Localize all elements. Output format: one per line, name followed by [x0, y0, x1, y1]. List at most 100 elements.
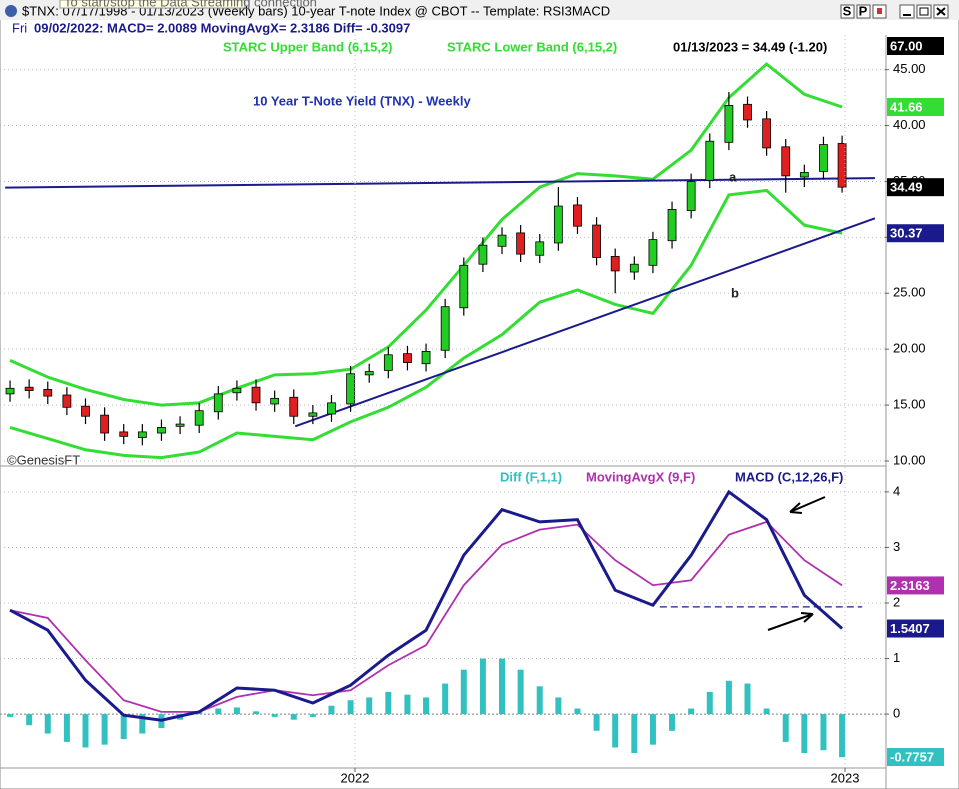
candle-body	[819, 144, 828, 172]
y-tick-label: 45.00	[893, 61, 926, 76]
candle-body	[81, 405, 90, 417]
candle-body	[459, 264, 469, 309]
histogram-bar	[593, 714, 600, 731]
candle-body	[705, 140, 715, 181]
candle-body	[24, 386, 34, 391]
histogram-bar	[706, 691, 713, 715]
y-tick-label: 20.00	[893, 341, 926, 356]
legend-lower-band: STARC Lower Band (6,15,2)	[447, 39, 617, 54]
histogram-bar	[612, 714, 619, 748]
histogram-bar	[631, 714, 638, 753]
histogram-bar	[7, 714, 14, 717]
pin-icon	[877, 8, 882, 14]
candle-body	[440, 306, 450, 351]
candle-body	[516, 232, 526, 255]
status-day: Fri	[12, 20, 27, 35]
histogram-bar	[499, 658, 506, 715]
plot-layer: 10.0015.0020.0025.0030.0035.0040.0045.00…	[0, 35, 926, 785]
histogram-bar	[82, 714, 89, 748]
price-label: 2.3163	[890, 578, 930, 593]
histogram-bar	[26, 714, 33, 726]
legend-diff: Diff (F,1,1)	[500, 469, 562, 484]
histogram-bar	[574, 708, 581, 715]
y-tick-label: 10.00	[893, 452, 926, 467]
histogram-bar	[649, 714, 656, 745]
histogram-bar	[139, 714, 146, 734]
candle-body	[251, 386, 261, 404]
price-label-box	[887, 37, 944, 55]
price-label-box	[887, 748, 944, 766]
histogram-bar	[44, 714, 51, 734]
candle-body	[119, 431, 129, 437]
tooltip	[59, 0, 246, 9]
y-tick-label: 40.00	[893, 117, 926, 132]
close-icon	[936, 7, 946, 16]
histogram-bar	[442, 683, 449, 715]
candle-body	[837, 143, 847, 188]
button-s[interactable]	[840, 4, 855, 19]
candle-body	[213, 393, 223, 413]
candle-body	[62, 394, 72, 408]
histogram-bar	[215, 708, 222, 715]
price-label-box	[887, 98, 944, 117]
legend-signal: MovingAvgX (9,F)	[586, 469, 695, 484]
arrow-top	[789, 496, 826, 514]
candle-body	[478, 244, 488, 265]
series-line	[9, 62, 843, 407]
candle-body	[364, 371, 374, 376]
chart-title: 10 Year T-Note Yield (TNX) - Weekly	[253, 93, 471, 108]
candle-body	[100, 414, 110, 434]
histogram-bar	[347, 700, 354, 715]
price-label: 67.00	[890, 38, 923, 53]
candle-body	[610, 255, 620, 272]
y-tick-label: 3	[893, 539, 900, 554]
y-tick-label: 4	[893, 483, 900, 498]
price-label-box	[887, 619, 944, 638]
histogram-bar	[669, 714, 676, 731]
histogram-bar	[555, 697, 562, 715]
price-label-box	[887, 576, 944, 595]
app-icon	[5, 5, 17, 17]
candle-body	[535, 241, 545, 256]
histogram-bar	[801, 714, 808, 753]
price-label: 41.66	[890, 99, 923, 114]
candle-body	[667, 209, 677, 242]
series-line	[9, 188, 843, 460]
histogram-bar	[101, 714, 108, 745]
button-s-label: S	[843, 3, 852, 18]
candle-body	[497, 234, 507, 247]
annotation-b: b	[731, 285, 739, 300]
source: ©GenesisFT	[7, 452, 80, 467]
button-p-label: P	[859, 3, 868, 18]
maximize-button[interactable]	[916, 4, 932, 19]
price-label-box	[887, 224, 944, 243]
candle-body	[724, 105, 734, 143]
button-p[interactable]	[856, 4, 871, 19]
candle-body	[383, 354, 393, 371]
candle-body	[421, 351, 431, 365]
series-line	[9, 489, 844, 722]
histogram-bar	[517, 669, 524, 715]
histogram-bar	[536, 686, 543, 715]
candle-body	[781, 146, 791, 177]
candle-body	[629, 263, 639, 273]
histogram-bar	[763, 708, 770, 715]
candle-body	[573, 204, 582, 227]
candle-body	[232, 387, 242, 394]
price-label: 30.37	[890, 226, 923, 241]
candle-body	[157, 427, 166, 434]
trend-line	[294, 217, 876, 428]
histogram-bar	[63, 714, 70, 742]
candle-body	[289, 396, 299, 417]
histogram-bar	[309, 714, 316, 717]
histogram-bar	[820, 714, 827, 751]
histogram-bar	[328, 705, 335, 715]
histogram-bar	[233, 707, 240, 715]
histogram-bar	[725, 680, 732, 715]
price-label: 1.5407	[890, 621, 930, 636]
minimize-button[interactable]	[899, 4, 915, 19]
y-tick-label: 1	[893, 650, 900, 665]
status-line: 09/02/2022: MACD= 2.0089 MovingAvgX= 2.3…	[34, 20, 410, 35]
histogram-bar	[839, 714, 846, 758]
